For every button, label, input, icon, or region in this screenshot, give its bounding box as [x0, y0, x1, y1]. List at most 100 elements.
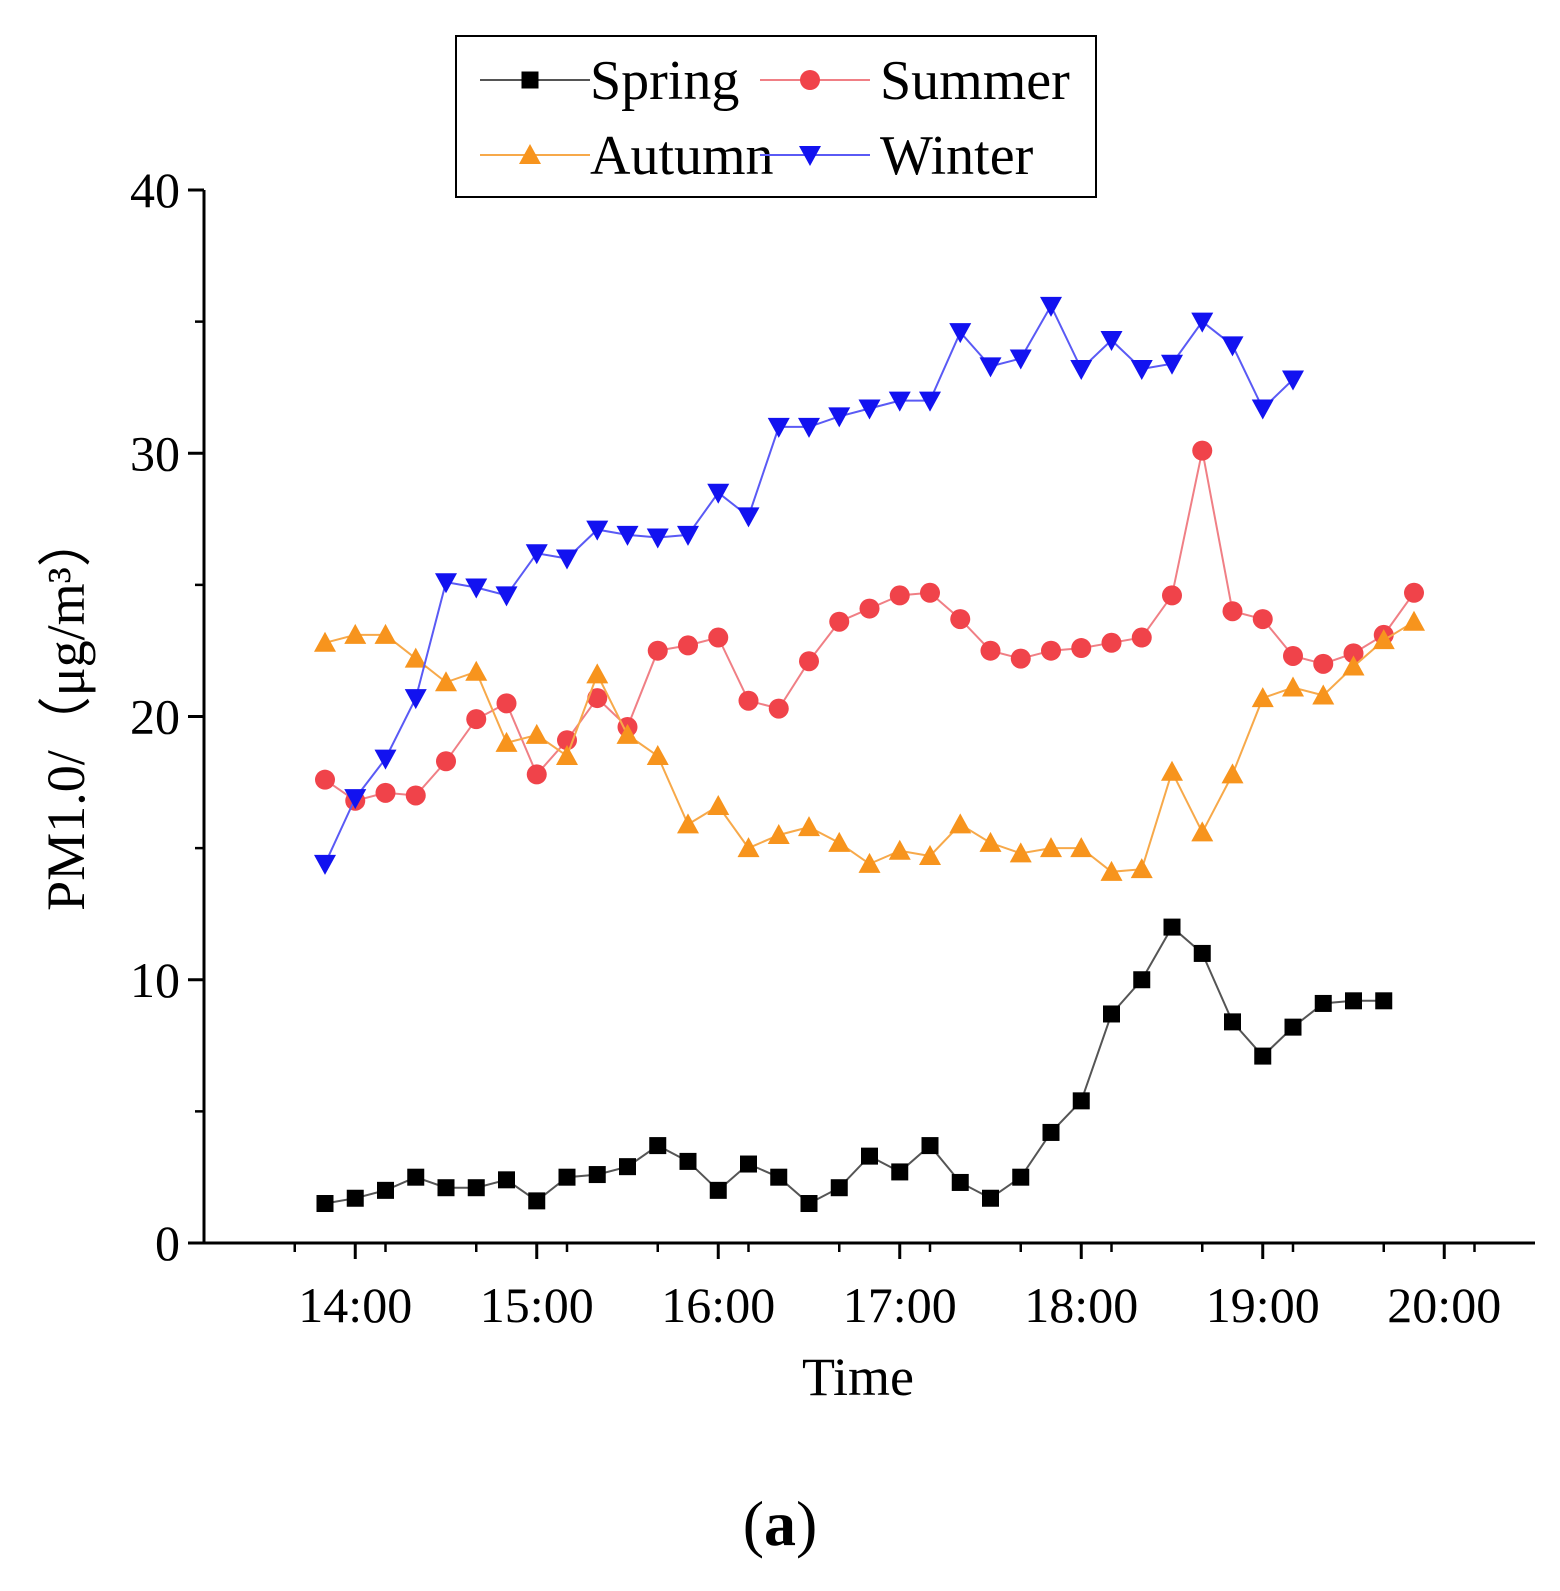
data-point-spring [1072, 1092, 1090, 1110]
data-point-summer [375, 782, 396, 803]
data-point-spring [800, 1195, 818, 1213]
data-point-autumn [314, 631, 336, 652]
x-tick-label: 18:00 [1024, 1277, 1138, 1333]
data-point-spring [316, 1195, 334, 1213]
data-point-spring [467, 1179, 485, 1197]
data-point-autumn [586, 663, 609, 684]
data-point-autumn [677, 813, 699, 834]
data-point-autumn [1312, 684, 1335, 705]
data-point-spring [437, 1179, 455, 1197]
data-point-summer [1131, 627, 1152, 648]
data-point-summer [1222, 601, 1243, 622]
data-point-spring [921, 1137, 939, 1155]
data-point-winter [919, 391, 941, 412]
data-point-spring [982, 1189, 999, 1207]
data-point-summer [466, 709, 487, 730]
data-point-summer [1252, 609, 1273, 630]
data-point-summer [315, 769, 335, 790]
data-point-spring [891, 1163, 909, 1181]
series-summer [315, 440, 1424, 811]
data-point-spring [1224, 1013, 1241, 1031]
data-point-autumn [525, 723, 548, 744]
data-point-winter [888, 391, 911, 412]
data-point-autumn [1161, 760, 1183, 781]
legend-frame [455, 35, 1097, 198]
data-point-winter [1161, 354, 1183, 375]
data-point-winter [798, 417, 820, 438]
data-point-spring [861, 1147, 878, 1165]
data-point-spring [619, 1158, 636, 1176]
data-point-spring [1314, 994, 1332, 1012]
data-point-spring [709, 1181, 727, 1199]
data-point-autumn [1403, 610, 1425, 631]
data-point-autumn [798, 816, 820, 837]
legend-label-summer: Summer [880, 50, 1070, 112]
x-tick-label: 16:00 [661, 1277, 775, 1333]
y-tick-label: 10 [130, 952, 180, 1008]
data-point-summer [1192, 440, 1213, 461]
legend-item-winter: Winter [760, 125, 1034, 187]
data-point-autumn [888, 839, 911, 860]
data-point-autumn [556, 744, 578, 765]
legend-marker-winter [799, 146, 821, 166]
y-tick-label: 40 [130, 162, 180, 218]
data-point-autumn [344, 623, 367, 644]
data-point-summer [799, 651, 819, 672]
data-point-spring [1284, 1018, 1302, 1036]
data-point-autumn [1282, 676, 1304, 697]
legend-marker-spring [521, 71, 539, 89]
data-point-winter [949, 323, 972, 344]
x-axis: 14:00 15:00 16:00 17:00 18:00 19:00 20:00 [204, 1241, 1535, 1333]
data-point-autumn [707, 795, 730, 816]
data-point-spring [558, 1168, 576, 1186]
y-tick-label: 0 [155, 1215, 180, 1271]
data-point-spring [1133, 971, 1151, 989]
series-winter [314, 296, 1304, 875]
data-point-spring [679, 1152, 697, 1170]
legend-marker-summer [800, 70, 820, 90]
data-point-autumn [1100, 860, 1123, 881]
data-point-autumn [646, 744, 669, 765]
data-point-autumn [404, 647, 427, 668]
plot-area: 0 10 20 30 40 14:00 15:00 16:00 17:00 18:00 19:00… [130, 162, 1535, 1333]
data-point-summer [708, 627, 729, 648]
data-point-summer [1101, 632, 1122, 653]
data-point-summer [647, 640, 668, 661]
data-point-winter [1009, 349, 1032, 370]
data-point-autumn [465, 660, 488, 681]
data-point-spring [1163, 918, 1181, 936]
series-group [314, 296, 1425, 1213]
data-point-spring [1345, 992, 1362, 1010]
data-point-summer [980, 640, 1001, 661]
legend-item-summer: Summer [760, 50, 1070, 112]
data-point-summer [1283, 645, 1303, 666]
y-tick-label: 30 [130, 425, 180, 481]
y-axis: 0 10 20 30 40 [130, 162, 206, 1271]
series-line-spring [324, 925, 1384, 1205]
data-point-winter [586, 520, 609, 541]
data-point-autumn [374, 623, 397, 644]
data-point-summer [678, 635, 698, 656]
legend-marker-autumn [519, 144, 541, 164]
data-point-autumn [828, 831, 851, 852]
data-point-autumn [435, 671, 457, 692]
data-point-autumn [1372, 629, 1395, 650]
data-point-autumn [1130, 858, 1153, 879]
data-point-summer [587, 688, 608, 709]
data-point-winter [677, 525, 699, 546]
y-tick-label: 20 [130, 689, 180, 745]
data-point-summer [1343, 643, 1364, 664]
data-point-spring [346, 1189, 364, 1207]
panel-label: (a) [743, 1488, 818, 1559]
data-point-winter [1251, 399, 1274, 420]
data-point-spring [588, 1166, 606, 1184]
data-point-spring [830, 1179, 848, 1197]
x-tick-label: 14:00 [298, 1277, 412, 1333]
data-point-winter [1100, 331, 1123, 352]
x-tick-label: 15:00 [480, 1277, 594, 1333]
data-point-autumn [737, 837, 760, 858]
data-point-spring [407, 1168, 425, 1186]
series-spring [316, 918, 1393, 1213]
data-point-winter [616, 525, 639, 546]
